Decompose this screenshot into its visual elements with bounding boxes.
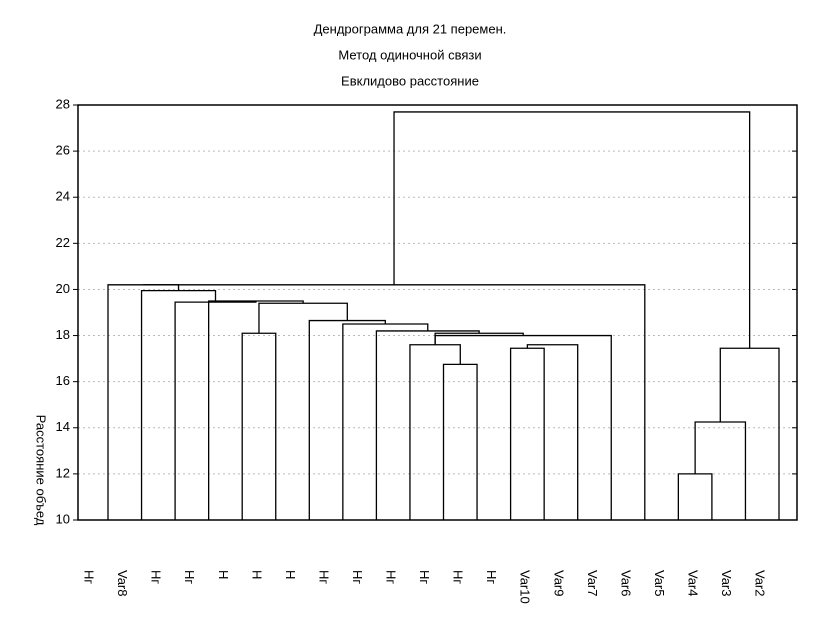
y-tick-label: 20 [56, 281, 70, 296]
leaf-label: Var4 [685, 570, 700, 597]
merge-link [509, 347, 545, 520]
leaf-label: Н [216, 570, 231, 579]
leaf-label: Var5 [652, 570, 667, 597]
leaf-label: Нг [451, 570, 466, 584]
chart-subtitle: Евклидово расстояние [341, 73, 479, 88]
merge-link [694, 421, 747, 520]
merge-link [342, 323, 429, 520]
plot-frame [77, 104, 798, 521]
merge-link [241, 332, 277, 520]
chart-title: Дендрограмма для 21 перемен. [314, 21, 507, 36]
leaf-label: Нг [316, 570, 331, 584]
leaf-label: Var6 [618, 570, 633, 597]
merge-link [409, 344, 461, 520]
merge-link [677, 473, 713, 520]
leaf-label: Нг [484, 570, 499, 584]
y-tick-label: 26 [56, 143, 70, 158]
merge-link [375, 330, 480, 520]
y-tick-label: 16 [56, 373, 70, 388]
merge-link [107, 284, 180, 520]
merge-link [308, 319, 386, 520]
leaf-label: Нг [149, 570, 164, 584]
leaf-label: Var7 [585, 570, 600, 597]
y-tick-label: 14 [56, 419, 70, 434]
y-tick-label: 28 [56, 96, 70, 111]
merge-link [393, 111, 751, 349]
leaf-label: Var8 [115, 570, 130, 597]
y-tick-label: 12 [56, 465, 70, 480]
merge-link [526, 344, 579, 520]
leaf-label: Нг [350, 570, 365, 584]
leaf-label: Нг [182, 570, 197, 584]
merge-link [140, 289, 217, 520]
chart-subtitle: Метод одиночной связи [338, 47, 481, 62]
leaf-label: Var10 [518, 570, 533, 604]
leaf-label: Var9 [551, 570, 566, 597]
leaf-label: Нг [417, 570, 432, 584]
merge-link [208, 300, 304, 520]
y-axis-label: Расстояние объед [34, 415, 49, 526]
leaf-label: Var3 [719, 570, 734, 597]
leaf-label: Н [249, 570, 264, 579]
merge-link [143, 284, 646, 520]
leaf-label: Н [283, 570, 298, 579]
y-tick-label: 22 [56, 235, 70, 250]
y-tick-label: 24 [56, 189, 70, 204]
y-tick-label: 18 [56, 327, 70, 342]
leaf-label: Нг [82, 570, 97, 584]
merge-link [719, 347, 780, 520]
merge-link [442, 363, 478, 520]
leaf-label: Var2 [753, 570, 768, 597]
merge-link [258, 302, 348, 334]
y-tick-label: 10 [56, 511, 70, 526]
leaf-label: Нг [384, 570, 399, 584]
